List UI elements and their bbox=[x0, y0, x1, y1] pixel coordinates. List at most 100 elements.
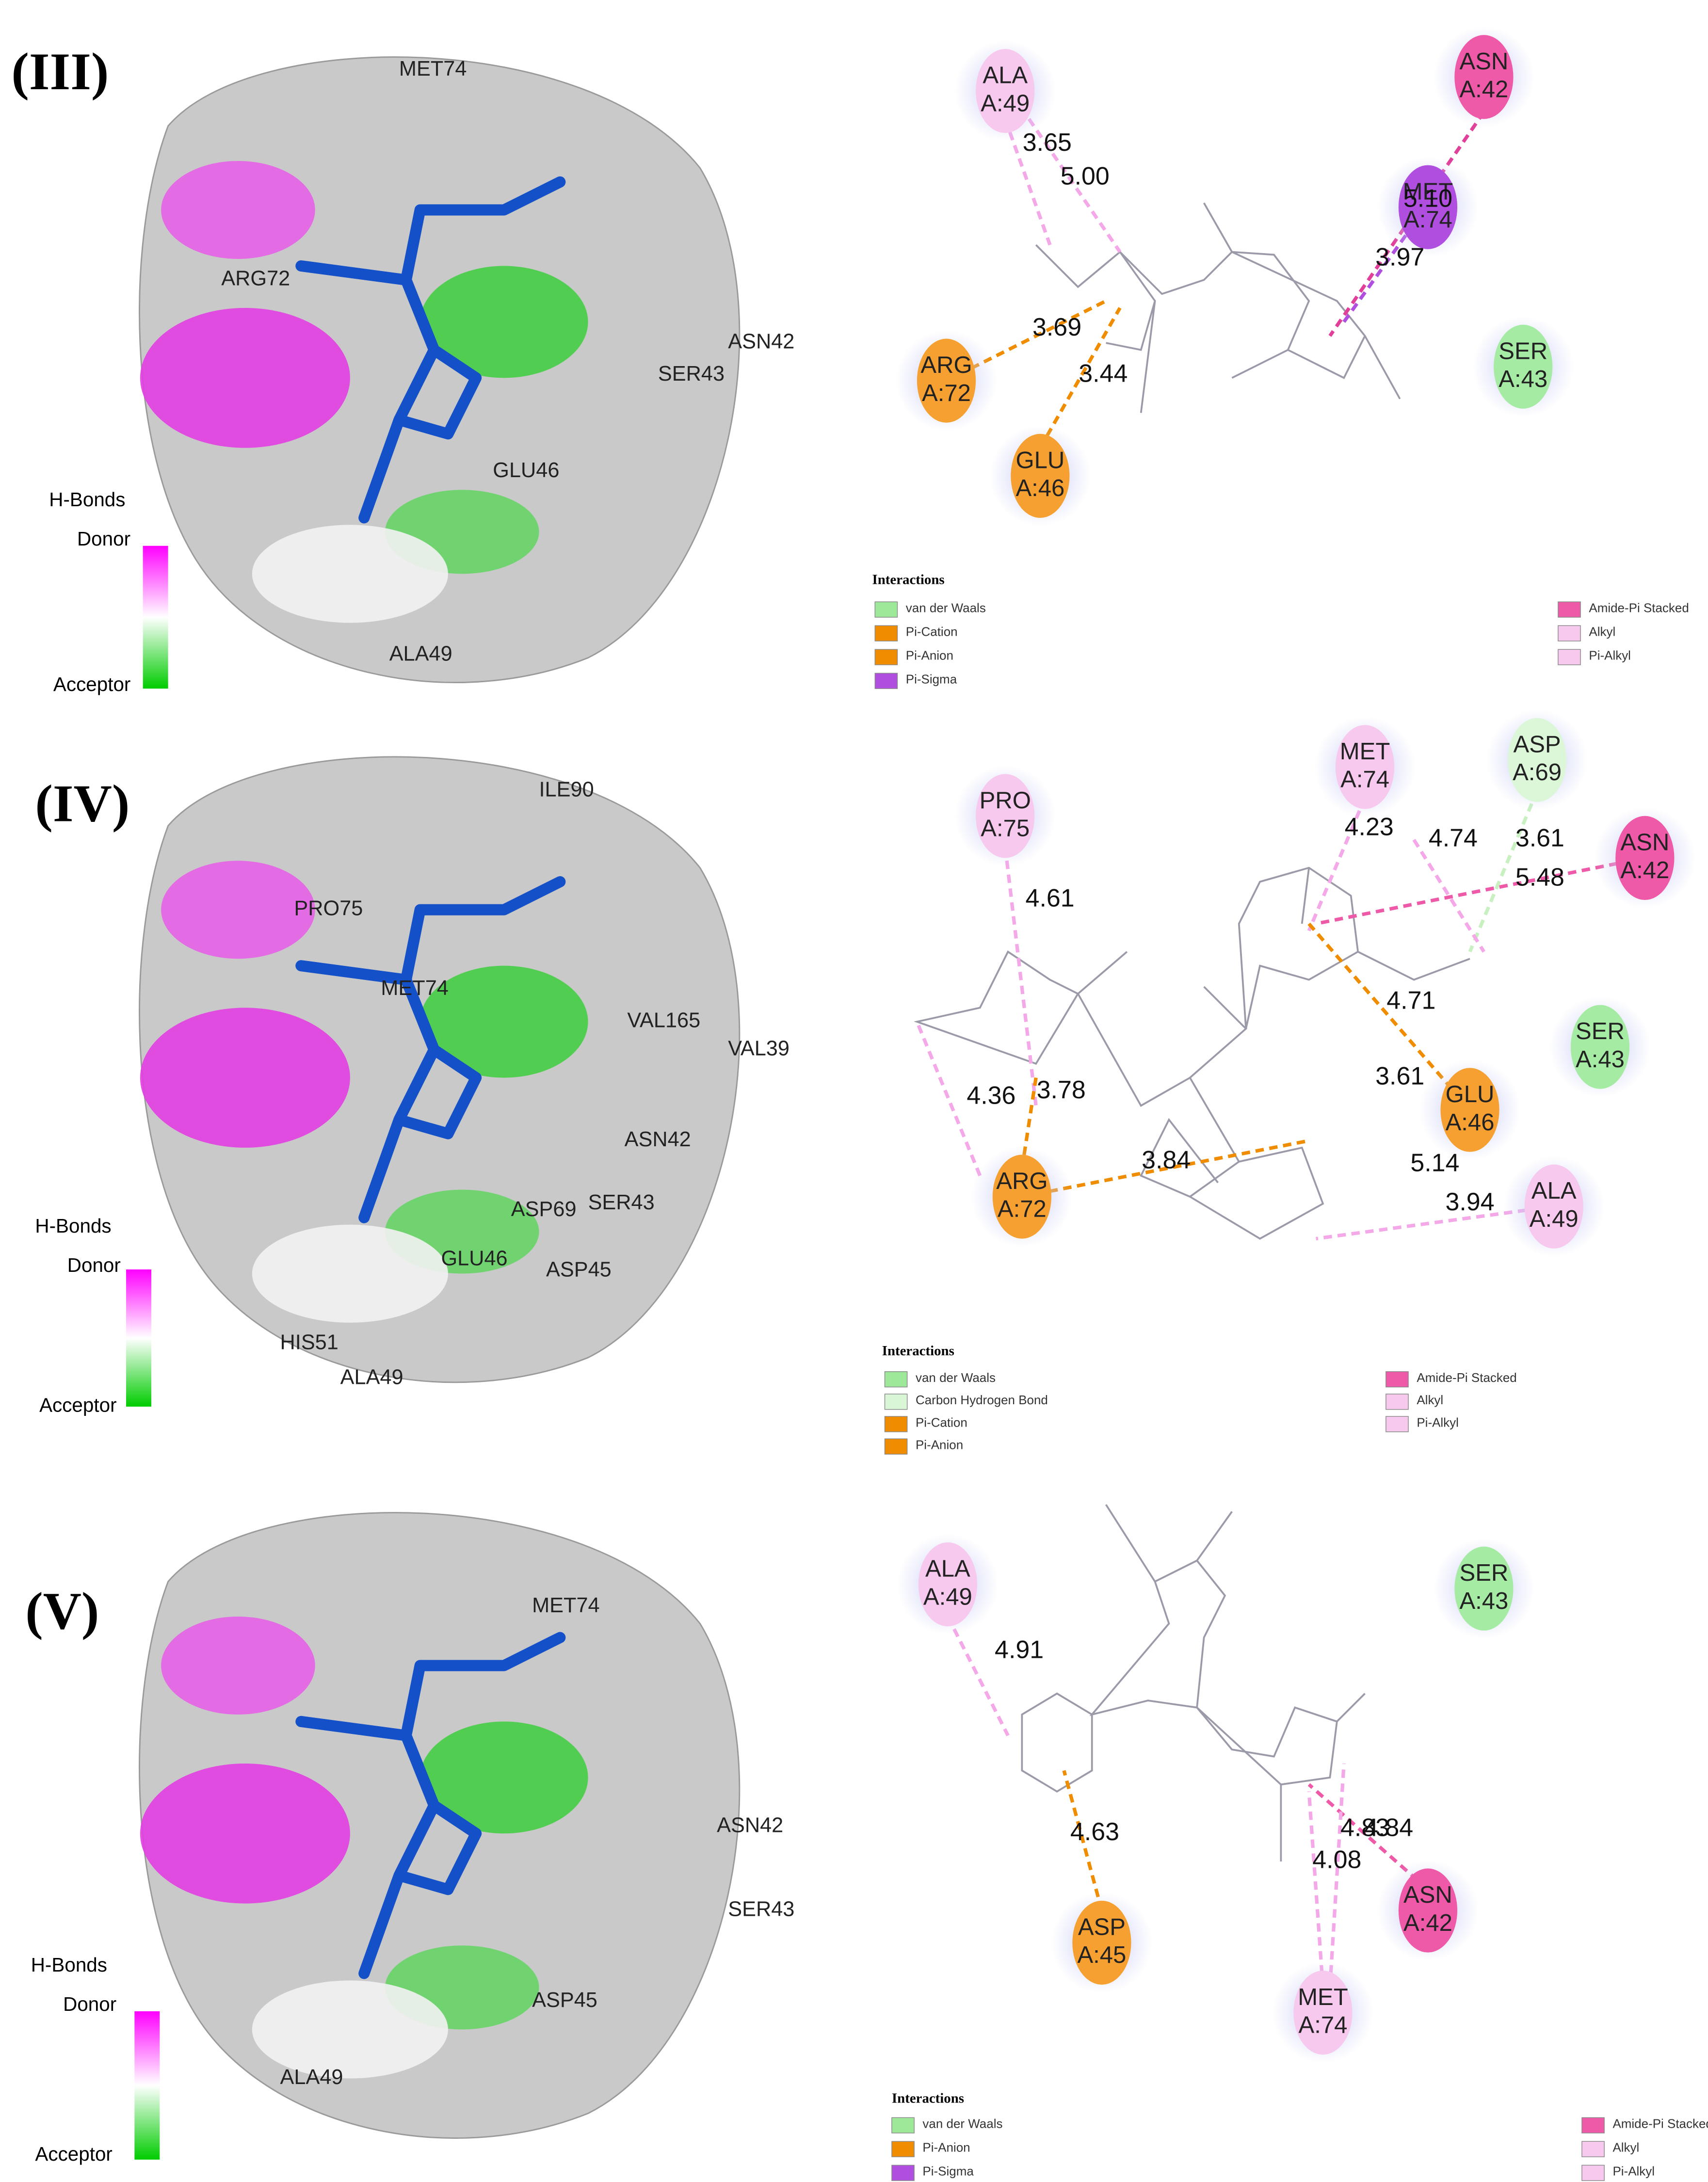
residue-id: A:74 bbox=[1340, 767, 1389, 793]
legend-label: Carbon Hydrogen Bond bbox=[916, 1393, 1048, 1407]
residue-name: GLU bbox=[1015, 447, 1064, 473]
legend-label: Amide-Pi Stacked bbox=[1612, 2117, 1708, 2131]
residue-bubble bbox=[1524, 1164, 1583, 1249]
residue-id: A:42 bbox=[1620, 857, 1669, 883]
residue-id: A:42 bbox=[1459, 77, 1508, 103]
surface-donor bbox=[140, 1008, 350, 1148]
residue-3d-label: ILE90 bbox=[539, 778, 594, 801]
legend-swatch bbox=[874, 649, 898, 665]
residue-id: A:43 bbox=[1499, 366, 1547, 392]
residue-bubble bbox=[992, 1155, 1051, 1239]
residue-bubble bbox=[1293, 1971, 1353, 2055]
legend-swatch bbox=[1386, 1416, 1409, 1432]
distance-label: 4.08 bbox=[1312, 1846, 1361, 1874]
residue-3d-label: MET74 bbox=[532, 1594, 600, 1617]
distance-label: 3.44 bbox=[1079, 359, 1128, 387]
ligand-2d bbox=[1021, 1504, 1366, 1861]
surface-view bbox=[139, 1512, 741, 2139]
residue-name: ASN bbox=[1620, 829, 1669, 855]
residue-3d-label: ASN42 bbox=[728, 330, 794, 353]
residue-name: ARG bbox=[920, 352, 972, 378]
legend-label: Pi-Anion bbox=[906, 648, 953, 663]
hbond-gradient bbox=[143, 546, 168, 689]
residue-3d-label: ALA49 bbox=[280, 2066, 343, 2089]
legend-swatch bbox=[1581, 2141, 1605, 2157]
distance-label: 4.83 bbox=[1340, 1813, 1389, 1842]
distance-label: 4.63 bbox=[1070, 1818, 1119, 1846]
residue-name: ASP bbox=[1514, 731, 1561, 757]
residue-bubble bbox=[1335, 725, 1395, 809]
residue-id: A:75 bbox=[981, 816, 1030, 842]
legend-label: Pi-Alkyl bbox=[1417, 1415, 1459, 1429]
residue-id: A:46 bbox=[1446, 1109, 1495, 1136]
residue-name: MET bbox=[1340, 738, 1390, 765]
legend-label: van der Waals bbox=[916, 1370, 996, 1385]
hbond-gradient bbox=[126, 1269, 151, 1407]
residue-3d-label: ARG72 bbox=[221, 267, 290, 290]
residue-name: ALA bbox=[983, 63, 1028, 89]
surface-neutral bbox=[252, 1224, 448, 1323]
legend-swatch bbox=[1386, 1394, 1409, 1410]
residue-3d-label: ASP45 bbox=[546, 1258, 612, 1281]
distance-label: 4.61 bbox=[1026, 884, 1075, 913]
interaction-line bbox=[1468, 790, 1539, 953]
residue-3d-label: ASN42 bbox=[625, 1128, 691, 1151]
legend-swatch bbox=[874, 673, 898, 689]
distance-label: 5.14 bbox=[1410, 1149, 1459, 1177]
residue-id: A:69 bbox=[1513, 759, 1562, 786]
distance-label: 3.84 bbox=[1142, 1146, 1191, 1174]
interaction-line bbox=[1027, 118, 1122, 253]
hbond-acceptor: Acceptor bbox=[35, 2143, 112, 2165]
panel-label: (IV) bbox=[35, 774, 129, 833]
residue-name: GLU bbox=[1446, 1081, 1495, 1107]
legend-label: Alkyl bbox=[1589, 625, 1615, 639]
legend-swatch bbox=[891, 2165, 915, 2181]
legend-label: Amide-Pi Stacked bbox=[1417, 1370, 1516, 1385]
residue-3d-label: ALA49 bbox=[389, 642, 452, 665]
surface-acceptor bbox=[420, 266, 588, 378]
interaction-line bbox=[1328, 111, 1485, 337]
hbond-title: H-Bonds bbox=[31, 1954, 107, 1976]
residue-name: ASP bbox=[1078, 1914, 1126, 1941]
residue-id: A:45 bbox=[1077, 1942, 1126, 1968]
panel: (V) MET74 ASN42 SER43 ASP45 ALA49 H-Bonds Donor… bbox=[25, 1504, 1708, 2181]
surface-neutral bbox=[252, 1980, 448, 2079]
surface-view bbox=[139, 756, 741, 1383]
interaction-line bbox=[1316, 1204, 1554, 1241]
residue-3d-label: ALA49 bbox=[340, 1366, 403, 1389]
interactions-title: Interactions bbox=[892, 2090, 964, 2106]
legend-swatch bbox=[891, 2117, 915, 2134]
residue-bubble bbox=[976, 49, 1035, 133]
residue-name: MET bbox=[1298, 1984, 1348, 2010]
hbond-acceptor: Acceptor bbox=[39, 1394, 116, 1416]
legend-label: Pi-Alkyl bbox=[1612, 2164, 1655, 2179]
residue-bubble bbox=[917, 338, 976, 423]
surface-donor bbox=[161, 160, 315, 259]
interaction-line bbox=[1003, 846, 1038, 1106]
residue-3d-label: HIS51 bbox=[280, 1331, 338, 1354]
legend-swatch bbox=[884, 1394, 908, 1410]
legend-swatch bbox=[884, 1438, 908, 1455]
distance-label: 3.94 bbox=[1445, 1188, 1494, 1216]
residue-id: A:72 bbox=[998, 1196, 1047, 1222]
hbond-gradient bbox=[134, 2011, 160, 2160]
distance-label: 5.00 bbox=[1061, 162, 1110, 190]
hbond-title: H-Bonds bbox=[35, 1215, 111, 1237]
residue-id: A:74 bbox=[1299, 2012, 1348, 2038]
residue-3d-label: ASN42 bbox=[717, 1813, 783, 1837]
hbond-donor: Donor bbox=[63, 1993, 116, 2015]
legend-label: Amide-Pi Stacked bbox=[1589, 600, 1689, 615]
surface-donor bbox=[140, 308, 350, 448]
residue-id: A:49 bbox=[1530, 1206, 1579, 1232]
residue-id: A:49 bbox=[981, 90, 1030, 116]
panel-label: (V) bbox=[25, 1581, 99, 1640]
residue-3d-label: SER43 bbox=[588, 1191, 655, 1214]
surface-donor bbox=[140, 1763, 350, 1904]
distance-label: 3.69 bbox=[1032, 313, 1081, 341]
residue-3d-label: VAL39 bbox=[728, 1037, 790, 1060]
interactions-title: Interactions bbox=[872, 572, 945, 588]
residue-3d-label: VAL165 bbox=[627, 1009, 700, 1032]
distance-label: 3.78 bbox=[1037, 1076, 1086, 1104]
